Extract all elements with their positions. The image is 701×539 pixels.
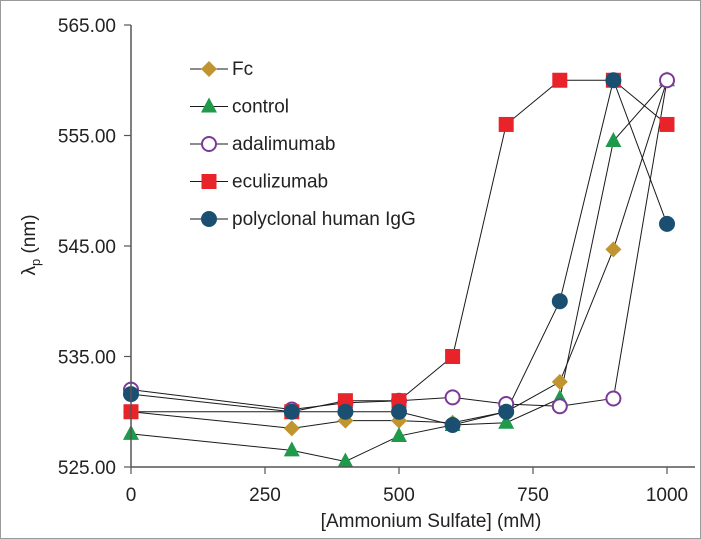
x-tick-label: 250 bbox=[249, 485, 281, 506]
data-point-fc bbox=[283, 420, 300, 437]
data-point-fc bbox=[605, 241, 622, 258]
data-point-polyclonal-human-igg bbox=[391, 403, 407, 420]
series-points-polyclonal-human-igg bbox=[123, 72, 675, 434]
data-point-polyclonal-human-igg bbox=[283, 403, 300, 420]
legend-marker-control bbox=[201, 97, 217, 113]
y-tick-label: 525.00 bbox=[58, 458, 116, 479]
y-axis-title-subscript: p bbox=[28, 259, 43, 266]
legend-item-adalimumab: adalimumab bbox=[190, 134, 336, 155]
data-point-adalimumab bbox=[444, 389, 461, 406]
legend-label: polyclonal human IgG bbox=[232, 209, 416, 230]
data-point-adalimumab bbox=[605, 390, 622, 407]
series-line-adalimumab bbox=[130, 80, 668, 411]
data-point-eculizumab bbox=[659, 116, 675, 132]
data-point-adalimumab bbox=[659, 72, 675, 89]
ticks-layer: 0 250 500 750 1000 525.00 535.00 545.00 555.00 56… bbox=[58, 16, 688, 506]
series-layer bbox=[123, 71, 675, 468]
legend-label: eculizumab bbox=[232, 172, 328, 193]
legend-marker-eculizumab bbox=[201, 174, 217, 189]
series-line-polyclonal-human-igg bbox=[130, 78, 668, 426]
legend-marker-adalimumab bbox=[201, 136, 217, 152]
data-point-polyclonal-human-igg bbox=[659, 215, 675, 232]
data-point-polyclonal-human-igg bbox=[551, 293, 568, 310]
data-point-control bbox=[391, 427, 407, 443]
data-point-eculizumab bbox=[445, 349, 461, 364]
y-tick-label: 565.00 bbox=[58, 16, 116, 37]
y-axis-title-main: λ bbox=[19, 266, 40, 276]
series-points-fc bbox=[123, 72, 675, 437]
legend-marker-fc bbox=[201, 61, 217, 77]
data-point-polyclonal-human-igg bbox=[498, 403, 515, 420]
legend-item-eculizumab: eculizumab bbox=[190, 172, 328, 193]
x-tick-label: 0 bbox=[126, 485, 137, 506]
x-tick-label: 750 bbox=[517, 485, 549, 506]
y-tick-label: 545.00 bbox=[58, 237, 116, 258]
y-axis-title: λp (nm) bbox=[19, 214, 43, 275]
data-point-eculizumab bbox=[552, 72, 568, 88]
data-point-eculizumab bbox=[391, 393, 407, 409]
y-tick-label: 555.00 bbox=[58, 127, 116, 148]
data-point-adalimumab bbox=[551, 398, 568, 415]
data-point-control bbox=[337, 452, 354, 468]
data-point-polyclonal-human-igg bbox=[337, 403, 354, 420]
data-point-eculizumab bbox=[498, 116, 514, 132]
data-point-polyclonal-human-igg bbox=[605, 72, 622, 89]
data-point-control bbox=[605, 132, 622, 148]
y-axis-title-unit: (nm) bbox=[19, 214, 40, 258]
legend-label: Fc bbox=[232, 59, 253, 80]
data-point-fc bbox=[551, 373, 568, 390]
legend-item-polyclonal-human-igg: polyclonal human IgG bbox=[190, 209, 416, 230]
legend-label: control bbox=[232, 97, 289, 118]
data-point-control bbox=[283, 441, 300, 457]
x-tick-label: 500 bbox=[383, 485, 415, 506]
series-line-eculizumab bbox=[131, 79, 668, 413]
y-tick-label: 535.00 bbox=[58, 348, 116, 369]
data-point-polyclonal-human-igg bbox=[444, 417, 461, 434]
data-point-control bbox=[498, 413, 515, 429]
legend-label: adalimumab bbox=[232, 134, 336, 155]
x-tick-label: 1000 bbox=[646, 485, 688, 506]
legend-marker-polyclonal-human-igg bbox=[201, 211, 217, 227]
legend-item-control: control bbox=[190, 97, 289, 118]
legend: Fc control adalimumab eculizumab polyclonal … bbox=[190, 59, 416, 230]
data-point-eculizumab bbox=[337, 393, 353, 409]
legend-item-fc: Fc bbox=[190, 59, 253, 80]
x-axis-title: [Ammonium Sulfate] (mM) bbox=[321, 511, 542, 532]
series-line-fc bbox=[130, 80, 668, 429]
